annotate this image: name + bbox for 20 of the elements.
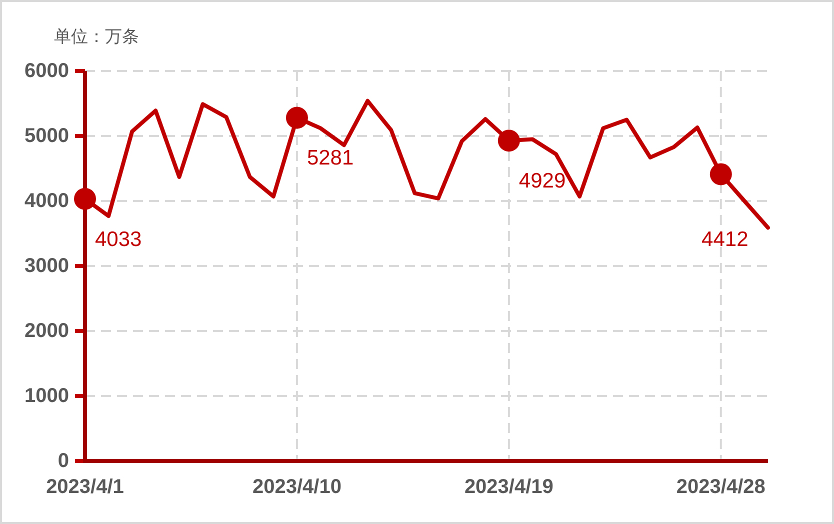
- y-tick-label: 1000: [24, 385, 69, 407]
- x-tick-label: 2023/4/1: [46, 476, 124, 498]
- data-label: 5281: [306, 146, 354, 170]
- x-tick-label: 2023/4/10: [252, 476, 342, 498]
- x-tick-label: 2023/4/28: [676, 476, 766, 498]
- point: [498, 130, 520, 152]
- point: [710, 163, 732, 186]
- y-tick-label: 3000: [24, 255, 69, 277]
- data-label: 4033: [95, 228, 142, 251]
- point: [286, 106, 308, 129]
- y-tick-label: 0: [58, 450, 69, 472]
- y-tick-label: 6000: [24, 60, 69, 82]
- data-label: 4412: [702, 228, 748, 252]
- data-label: 4929: [518, 170, 566, 193]
- y-tick-label: 4000: [24, 190, 69, 212]
- y-tick-label: 5000: [24, 125, 69, 147]
- point: [74, 188, 96, 210]
- y-axis-title: 单位：万条: [54, 27, 139, 46]
- x-tick-label: 2023/4/19: [464, 476, 554, 498]
- y-tick-label: 2000: [24, 320, 69, 342]
